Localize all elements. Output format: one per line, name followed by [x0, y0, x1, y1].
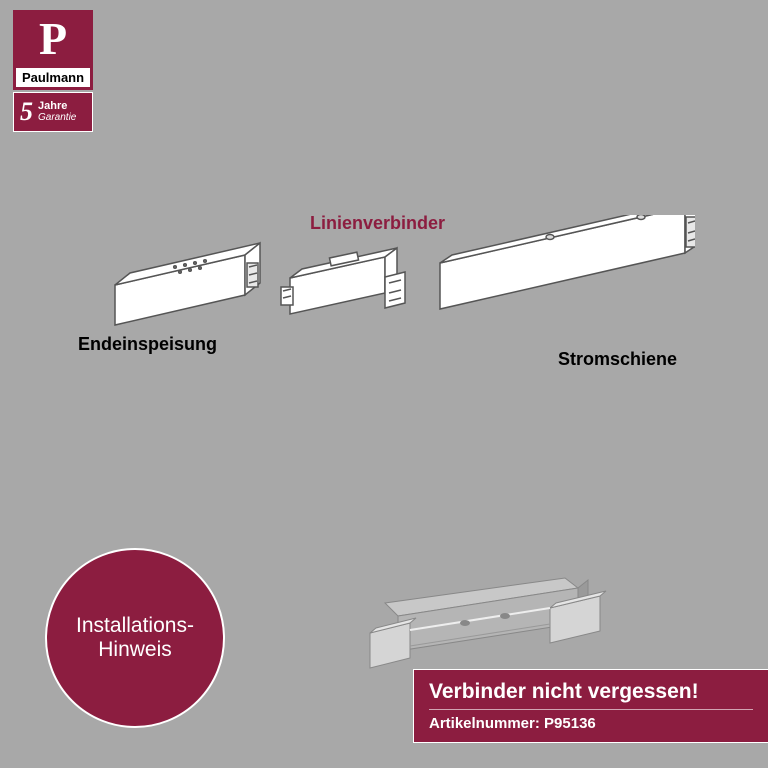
brand-logo-square: P Paulmann	[13, 10, 93, 90]
warranty-years: 5	[20, 97, 33, 127]
reminder-sku-label: Artikelnummer:	[429, 715, 540, 732]
label-rail: Stromschiene	[558, 349, 677, 370]
brand-letter: P	[13, 10, 93, 68]
product-svg	[350, 568, 620, 678]
label-line-connector: Linienverbinder	[310, 213, 445, 234]
reminder-sku-value: P95136	[544, 715, 596, 732]
brand-name: Paulmann	[16, 68, 90, 87]
warranty-text: Jahre Garantie	[38, 100, 76, 124]
reminder-divider	[429, 709, 753, 710]
reminder-banner: Verbinder nicht vergessen! Artikelnummer…	[413, 669, 768, 743]
reminder-title: Verbinder nicht vergessen!	[429, 680, 753, 704]
installation-hint-badge: Installations- Hinweis	[45, 548, 225, 728]
warranty-line2: Garantie	[38, 112, 76, 124]
hint-line1: Installations-	[76, 614, 194, 638]
brand-logo: P Paulmann 5 Jahre Garantie	[13, 10, 93, 132]
label-end-feed: Endeinspeisung	[78, 334, 217, 355]
product-image	[350, 568, 620, 678]
warranty-badge: 5 Jahre Garantie	[13, 92, 93, 132]
hint-line2: Hinweis	[98, 638, 172, 662]
warranty-line1: Jahre	[38, 100, 76, 112]
reminder-sku-line: Artikelnummer: P95136	[429, 715, 753, 732]
